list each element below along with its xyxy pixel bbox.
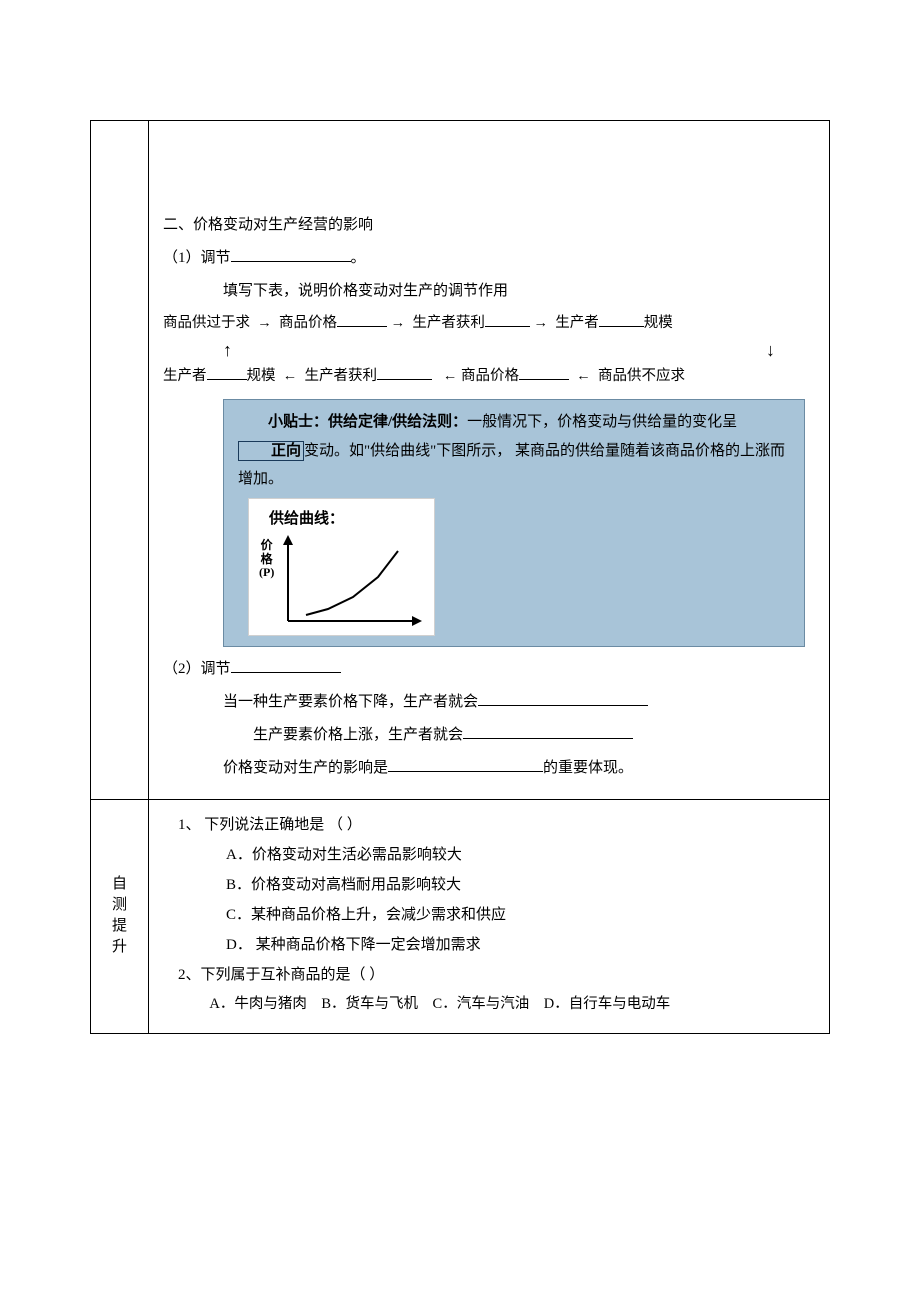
arrow: → — [391, 315, 406, 331]
flow-c: 生产者获利 — [412, 315, 485, 331]
tip-text: 小贴士：供给定律/供给法则：一般情况下，价格变动与供给量的变化呈正向变动。如"供… — [238, 408, 790, 494]
blank[interactable] — [388, 759, 543, 773]
tip-text2: 变动。如"供给曲线"下图所示， 某商品的供给量随着该商品价格的上涨而增加。 — [238, 443, 785, 488]
line-b-pre: 生产要素价格上涨，生产者就会 — [253, 727, 463, 743]
chart-title: 供给曲线： — [269, 505, 424, 534]
flow-c: 商品价格 — [461, 368, 519, 384]
spacer — [163, 139, 815, 209]
worksheet-table: 二、价格变动对生产经营的影响 （1）调节 。 填写下表，说明价格变动对生产的调节作… — [90, 120, 830, 1034]
flow-a: 商品供过于求 — [163, 315, 250, 331]
q1-optD[interactable]: D． 某种商品价格下降一定会增加需求 — [163, 930, 815, 960]
ylab1: 价 — [259, 539, 274, 552]
q1-optB[interactable]: B．价格变动对高档耐用品影响较大 — [163, 870, 815, 900]
blank[interactable] — [337, 314, 387, 327]
section2-heading: 二、价格变动对生产经营的影响 — [163, 209, 815, 242]
item1-prefix: （1）调节 — [163, 250, 231, 266]
flow-a-post: 规模 — [247, 368, 276, 384]
flow-b: 生产者获利 — [305, 368, 378, 384]
q2-optB[interactable]: B．货车与飞机 — [321, 996, 418, 1012]
selftest-label-cell: 自测提升 — [91, 800, 149, 1034]
blank[interactable] — [231, 249, 351, 263]
flow-d-pre: 生产者 — [555, 315, 599, 331]
arrow: ← — [283, 368, 298, 384]
boxed-word: 正向 — [238, 441, 304, 461]
supply-curve-chart — [274, 533, 424, 633]
q2-stem: 2、下列属于互补商品的是（ ） — [163, 960, 815, 990]
section2-cell: 二、价格变动对生产经营的影响 （1）调节 。 填写下表，说明价格变动对生产的调节作… — [149, 121, 830, 800]
flow-d: 商品供不应求 — [598, 368, 685, 384]
blank[interactable] — [478, 693, 648, 707]
blank[interactable] — [207, 367, 247, 380]
item2-line: （2）调节 — [163, 653, 815, 686]
blank[interactable] — [231, 660, 341, 674]
down-arrow: ↓ — [766, 340, 775, 362]
fill-instruction: 填写下表，说明价格变动对生产的调节作用 — [163, 275, 815, 308]
line-c-pre: 价格变动对生产的影响是 — [223, 760, 388, 776]
blank[interactable] — [599, 314, 644, 327]
item1-suffix: 。 — [351, 250, 366, 266]
row1-label-cell — [91, 121, 149, 800]
q2-optA[interactable]: A．牛肉与猪肉 — [209, 996, 306, 1012]
flow-b: 商品价格 — [279, 315, 337, 331]
tip-label: 小贴士：供给定律/供给法则： — [268, 414, 467, 430]
flow-mid: ↑ ↓ — [163, 340, 815, 362]
arrow: ← — [443, 368, 458, 384]
selftest-cell: 1、 下列说法正确地是 （ ） A．价格变动对生活必需品影响较大 B．价格变动对… — [149, 800, 830, 1034]
line-c: 价格变动对生产的影响是 的重要体现。 — [163, 752, 815, 785]
flow-a-pre: 生产者 — [163, 368, 207, 384]
blank[interactable] — [485, 314, 530, 327]
tip-box: 小贴士：供给定律/供给法则：一般情况下，价格变动与供给量的变化呈正向变动。如"供… — [223, 399, 805, 647]
line-c-post: 的重要体现。 — [543, 760, 633, 776]
blank[interactable] — [463, 726, 633, 740]
item2-prefix: （2）调节 — [163, 661, 231, 677]
q2-options: A．牛肉与猪肉 B．货车与飞机 C．汽车与汽油 D．自行车与电动车 — [163, 990, 815, 1019]
line-a-pre: 当一种生产要素价格下降，生产者就会 — [223, 694, 478, 710]
up-arrow: ↑ — [223, 340, 232, 362]
ylab3: (P) — [259, 566, 274, 579]
tip-text1: 一般情况下，价格变动与供给量的变化呈 — [467, 414, 737, 430]
flow-d-post: 规模 — [644, 315, 673, 331]
supply-chart-box: 供给曲线： 价 格 (P) — [248, 498, 435, 637]
q1-optC[interactable]: C．某种商品价格上升，会减少需求和供应 — [163, 900, 815, 930]
flow-bottom: 生产者 规模 ← 生产者获利 ← 商品价格 ← 商品供不应求 — [163, 361, 815, 393]
arrow: → — [257, 315, 272, 331]
ylab2: 格 — [259, 553, 274, 566]
selftest-label: 自测提升 — [112, 874, 127, 958]
line-b: 生产要素价格上涨，生产者就会 — [163, 719, 815, 752]
line-a: 当一种生产要素价格下降，生产者就会 — [163, 686, 815, 719]
y-axis-label: 价 格 (P) — [259, 539, 274, 579]
arrow: → — [534, 315, 549, 331]
q1-optA[interactable]: A．价格变动对生活必需品影响较大 — [163, 840, 815, 870]
q2-optC[interactable]: C．汽车与汽油 — [433, 996, 530, 1012]
arrow: ← — [576, 368, 591, 384]
blank[interactable] — [377, 367, 432, 380]
flow-top: 商品供过于求 → 商品价格 → 生产者获利 → 生产者 规模 — [163, 308, 815, 340]
blank[interactable] — [519, 367, 569, 380]
page: 二、价格变动对生产经营的影响 （1）调节 。 填写下表，说明价格变动对生产的调节作… — [0, 0, 920, 1300]
q1-stem: 1、 下列说法正确地是 （ ） — [163, 810, 815, 840]
q2-optD[interactable]: D．自行车与电动车 — [544, 996, 670, 1012]
item1-line: （1）调节 。 — [163, 242, 815, 275]
